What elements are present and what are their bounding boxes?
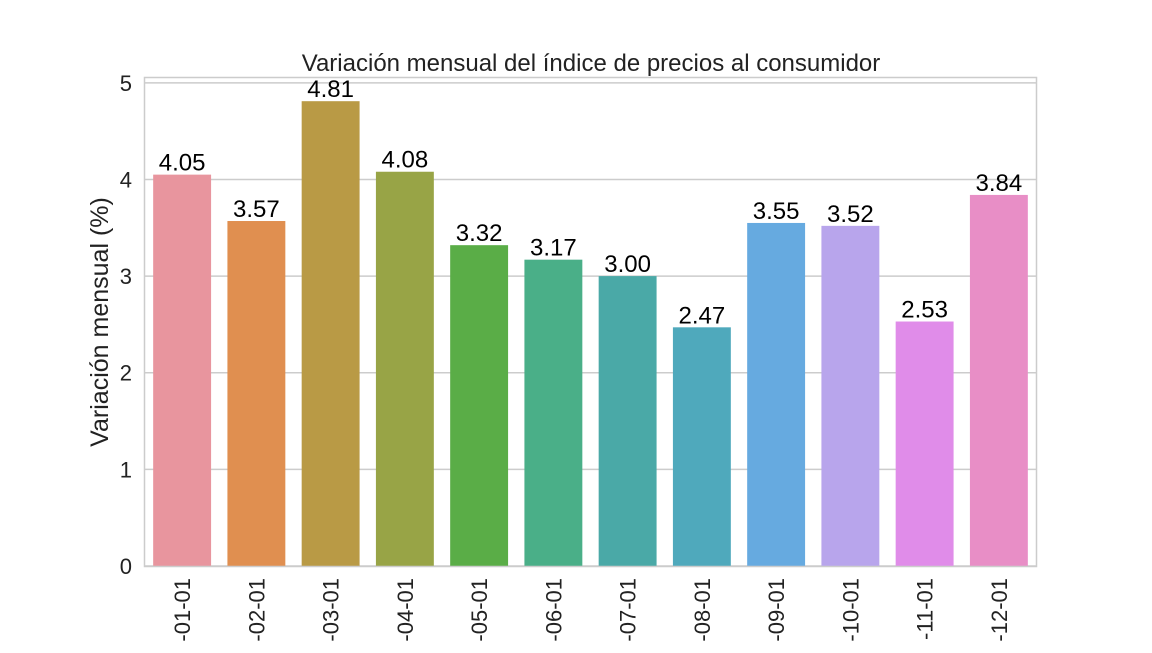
y-tick-label: 4 [120, 167, 132, 192]
plot-frame [143, 76, 1038, 568]
bar [227, 221, 286, 566]
bar [301, 101, 360, 566]
bar-value-label: 3.57 [233, 196, 280, 223]
x-tick-label: -11-01 [913, 578, 938, 640]
x-tick-label: -05-01 [467, 578, 492, 642]
bar-value-label: 3.17 [530, 235, 577, 262]
chart-title: Variación mensual del índice de precios … [302, 50, 881, 77]
bar [524, 259, 583, 566]
y-axis-ticks: 0 1 2 3 4 5 [120, 71, 132, 579]
bar [821, 225, 880, 567]
bar-value-label: 4.81 [307, 76, 354, 103]
bar-value-label: 4.05 [159, 150, 206, 177]
y-tick-label: 1 [120, 457, 132, 482]
bar [153, 174, 212, 566]
y-tick-label: 2 [120, 361, 132, 386]
x-tick-label: -09-01 [764, 578, 789, 642]
x-tick-label: -10-01 [838, 578, 863, 642]
y-tick-label: 3 [120, 264, 132, 289]
bar-value-label: 2.47 [679, 302, 726, 329]
x-tick-label: -06-01 [541, 578, 566, 642]
x-tick-label: -01-01 [170, 578, 195, 642]
x-tick-label: -02-01 [244, 578, 269, 642]
x-axis-ticks: -01-01 -02-01 -03-01 -04-01 -05-01 -06-01 -07-… [170, 578, 1012, 642]
bar [895, 321, 954, 566]
bar-value-label: 4.08 [382, 147, 429, 174]
y-tick-label: 5 [120, 71, 132, 96]
x-tick-label: -12-01 [987, 578, 1012, 642]
x-tick-label: -08-01 [690, 578, 715, 642]
bar [672, 327, 731, 566]
y-axis-label: Variación mensual (%) [86, 197, 114, 447]
y-tick-label: 0 [120, 554, 132, 579]
x-tick-label: -07-01 [616, 578, 641, 642]
bar-value-label: 2.53 [901, 297, 948, 324]
x-tick-label: -03-01 [319, 578, 344, 642]
bar-value-label: 3.55 [753, 198, 800, 225]
bar [969, 194, 1028, 566]
bar [375, 171, 434, 566]
bar-value-label: 3.00 [604, 251, 651, 278]
bar-value-label: 3.32 [456, 220, 503, 247]
bar-value-label: 3.52 [827, 201, 874, 228]
bar [747, 222, 806, 566]
bar-value-label: 3.84 [976, 170, 1023, 197]
x-tick-label: -04-01 [393, 578, 418, 642]
data-labels: 4.05 3.57 4.81 4.08 3.32 3.17 3.00 2.47 3.55 3.52… [159, 76, 1022, 329]
bar [450, 245, 509, 566]
bar [598, 276, 657, 566]
bars [153, 101, 1028, 567]
